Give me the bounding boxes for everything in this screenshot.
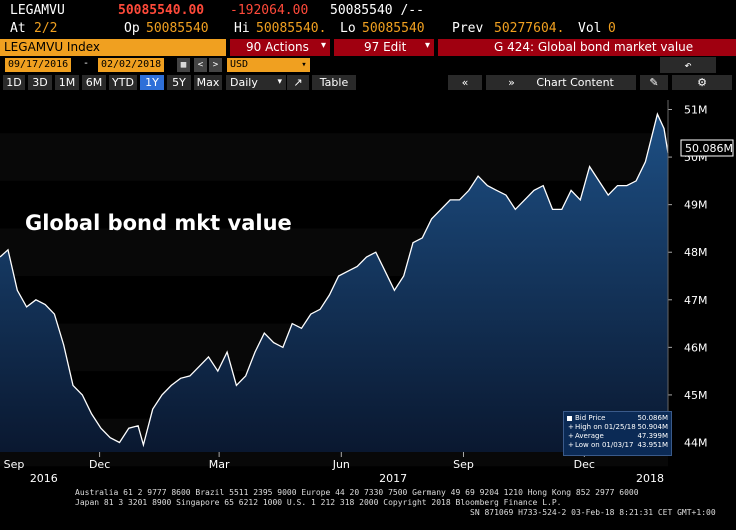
- range-button-5y[interactable]: 5Y: [167, 75, 191, 90]
- y-tick-label: 48M: [684, 246, 708, 259]
- open-label: Op: [124, 21, 140, 36]
- x-tick-label: Jun: [332, 458, 350, 471]
- next-period-button[interactable]: >: [209, 58, 222, 72]
- low-value: 43.951M: [637, 441, 668, 449]
- range-button-1d[interactable]: 1D: [3, 75, 25, 90]
- edit-chart-icon[interactable]: ✎: [640, 75, 668, 90]
- prev-value: 50277604.: [494, 21, 565, 36]
- x-tick-label: Sep: [4, 458, 25, 471]
- chart-content-button[interactable]: » Chart Content: [486, 75, 636, 90]
- at-value: 2/2: [34, 21, 58, 36]
- chevron-down-icon: ▾: [424, 40, 430, 51]
- last-value-label: 50.086M: [685, 142, 733, 155]
- high-label: High on 01/25/18: [575, 423, 636, 431]
- range-button-1m[interactable]: 1M: [55, 75, 79, 90]
- open-value: 50085540: [146, 21, 209, 36]
- back-arrow-icon[interactable]: ↶: [660, 57, 716, 73]
- range-button-3d[interactable]: 3D: [28, 75, 52, 90]
- chart-content-label: Chart Content: [536, 76, 614, 89]
- low-label: Lo: [340, 21, 356, 36]
- average-label: Average: [575, 432, 604, 440]
- legend-box: Bid Price 50.086M + High on 01/25/18 50.…: [563, 411, 672, 456]
- bid-ask: 50085540 /--: [330, 3, 424, 18]
- page-title-bar: G 424: Global bond market value: [438, 39, 736, 56]
- chart-title: Global bond mkt value: [25, 211, 292, 235]
- range-button-1y[interactable]: 1Y: [140, 75, 164, 90]
- y-tick-label: 45M: [684, 389, 708, 402]
- high-marker-icon: +: [568, 423, 574, 431]
- x-tick-label: Mar: [209, 458, 230, 471]
- high-value: 50085540.: [256, 21, 327, 36]
- edit-menu[interactable]: 97 Edit ▾: [334, 39, 434, 56]
- high-label: Hi: [234, 21, 250, 36]
- actions-label: 90 Actions: [246, 40, 309, 54]
- volume-label: Vol: [578, 21, 602, 36]
- end-date-field[interactable]: 02/02/2018: [98, 58, 165, 72]
- bid-value: 50.086M: [637, 414, 668, 422]
- x-tick-label: Dec: [574, 458, 595, 471]
- footer-contacts-line1: Australia 61 2 9777 8600 Brazil 5511 239…: [75, 488, 639, 497]
- x-tick-label: Sep: [453, 458, 474, 471]
- price-area: [0, 114, 668, 452]
- security-field[interactable]: LEGAMVU Index: [0, 39, 226, 56]
- price-change: -192064.00: [230, 3, 309, 18]
- range-button-6m[interactable]: 6M: [82, 75, 106, 90]
- x-tick-label: Dec: [89, 458, 110, 471]
- at-label: At: [10, 21, 26, 36]
- bid-label: Bid Price: [575, 414, 606, 422]
- chevron-down-icon: ▾: [277, 77, 282, 87]
- high-value: 50.904M: [637, 423, 668, 431]
- background-band: [0, 133, 668, 181]
- x-year-label: 2017: [379, 472, 407, 485]
- y-tick-label: 51M: [684, 104, 708, 117]
- gear-icon[interactable]: ⚙: [672, 75, 732, 90]
- prev-period-button[interactable]: <: [194, 58, 207, 72]
- last-price: 50085540.00: [118, 3, 205, 18]
- average-marker-icon: +: [568, 432, 574, 440]
- x-year-label: 2016: [30, 472, 58, 485]
- calendar-icon[interactable]: ▦: [177, 58, 190, 72]
- last-value-tag: 50.086M: [680, 139, 734, 157]
- y-tick-label: 47M: [684, 294, 708, 307]
- chevron-down-icon[interactable]: ▾: [298, 58, 310, 72]
- bid-marker-icon: [567, 416, 572, 421]
- date-separator: -: [83, 58, 90, 69]
- low-marker-icon: +: [568, 441, 574, 449]
- range-button-max[interactable]: Max: [194, 75, 222, 90]
- currency-field[interactable]: USD: [227, 58, 307, 72]
- y-tick-label: 44M: [684, 436, 708, 449]
- x-year-label: 2018: [636, 472, 664, 485]
- page-title: G 424: Global bond market value: [494, 40, 694, 54]
- low-value: 50085540: [362, 21, 425, 36]
- chevron-down-icon: ▾: [320, 40, 326, 51]
- chart-content-arrow-icon: »: [508, 76, 515, 89]
- security-label: LEGAMVU Index: [4, 40, 100, 54]
- volume-value: 0: [608, 21, 616, 36]
- average-value: 47.399M: [637, 432, 668, 440]
- price-line: [0, 112, 669, 448]
- ticker: LEGAMVU: [10, 3, 65, 18]
- edit-label: 97 Edit: [364, 40, 407, 54]
- prev-label: Prev: [452, 21, 484, 36]
- table-button[interactable]: Table: [312, 75, 356, 90]
- start-date-field[interactable]: 09/17/2016: [5, 58, 72, 72]
- footer-session-line: SN 871069 H733-524-2 03-Feb-18 8:21:31 C…: [470, 508, 716, 517]
- range-button-ytd[interactable]: YTD: [109, 75, 137, 90]
- y-tick-label: 49M: [684, 199, 708, 212]
- period-label: Daily: [230, 76, 258, 89]
- actions-menu[interactable]: 90 Actions ▾: [230, 39, 330, 56]
- footer-contacts-line2: Japan 81 3 3201 8900 Singapore 65 6212 1…: [75, 498, 562, 507]
- line-chart-icon[interactable]: ↗: [287, 75, 309, 90]
- y-tick-label: 46M: [684, 341, 708, 354]
- low-label: Low on 01/03/17: [575, 441, 634, 449]
- collapse-left-icon[interactable]: «: [448, 75, 482, 90]
- period-select[interactable]: Daily ▾: [226, 75, 286, 90]
